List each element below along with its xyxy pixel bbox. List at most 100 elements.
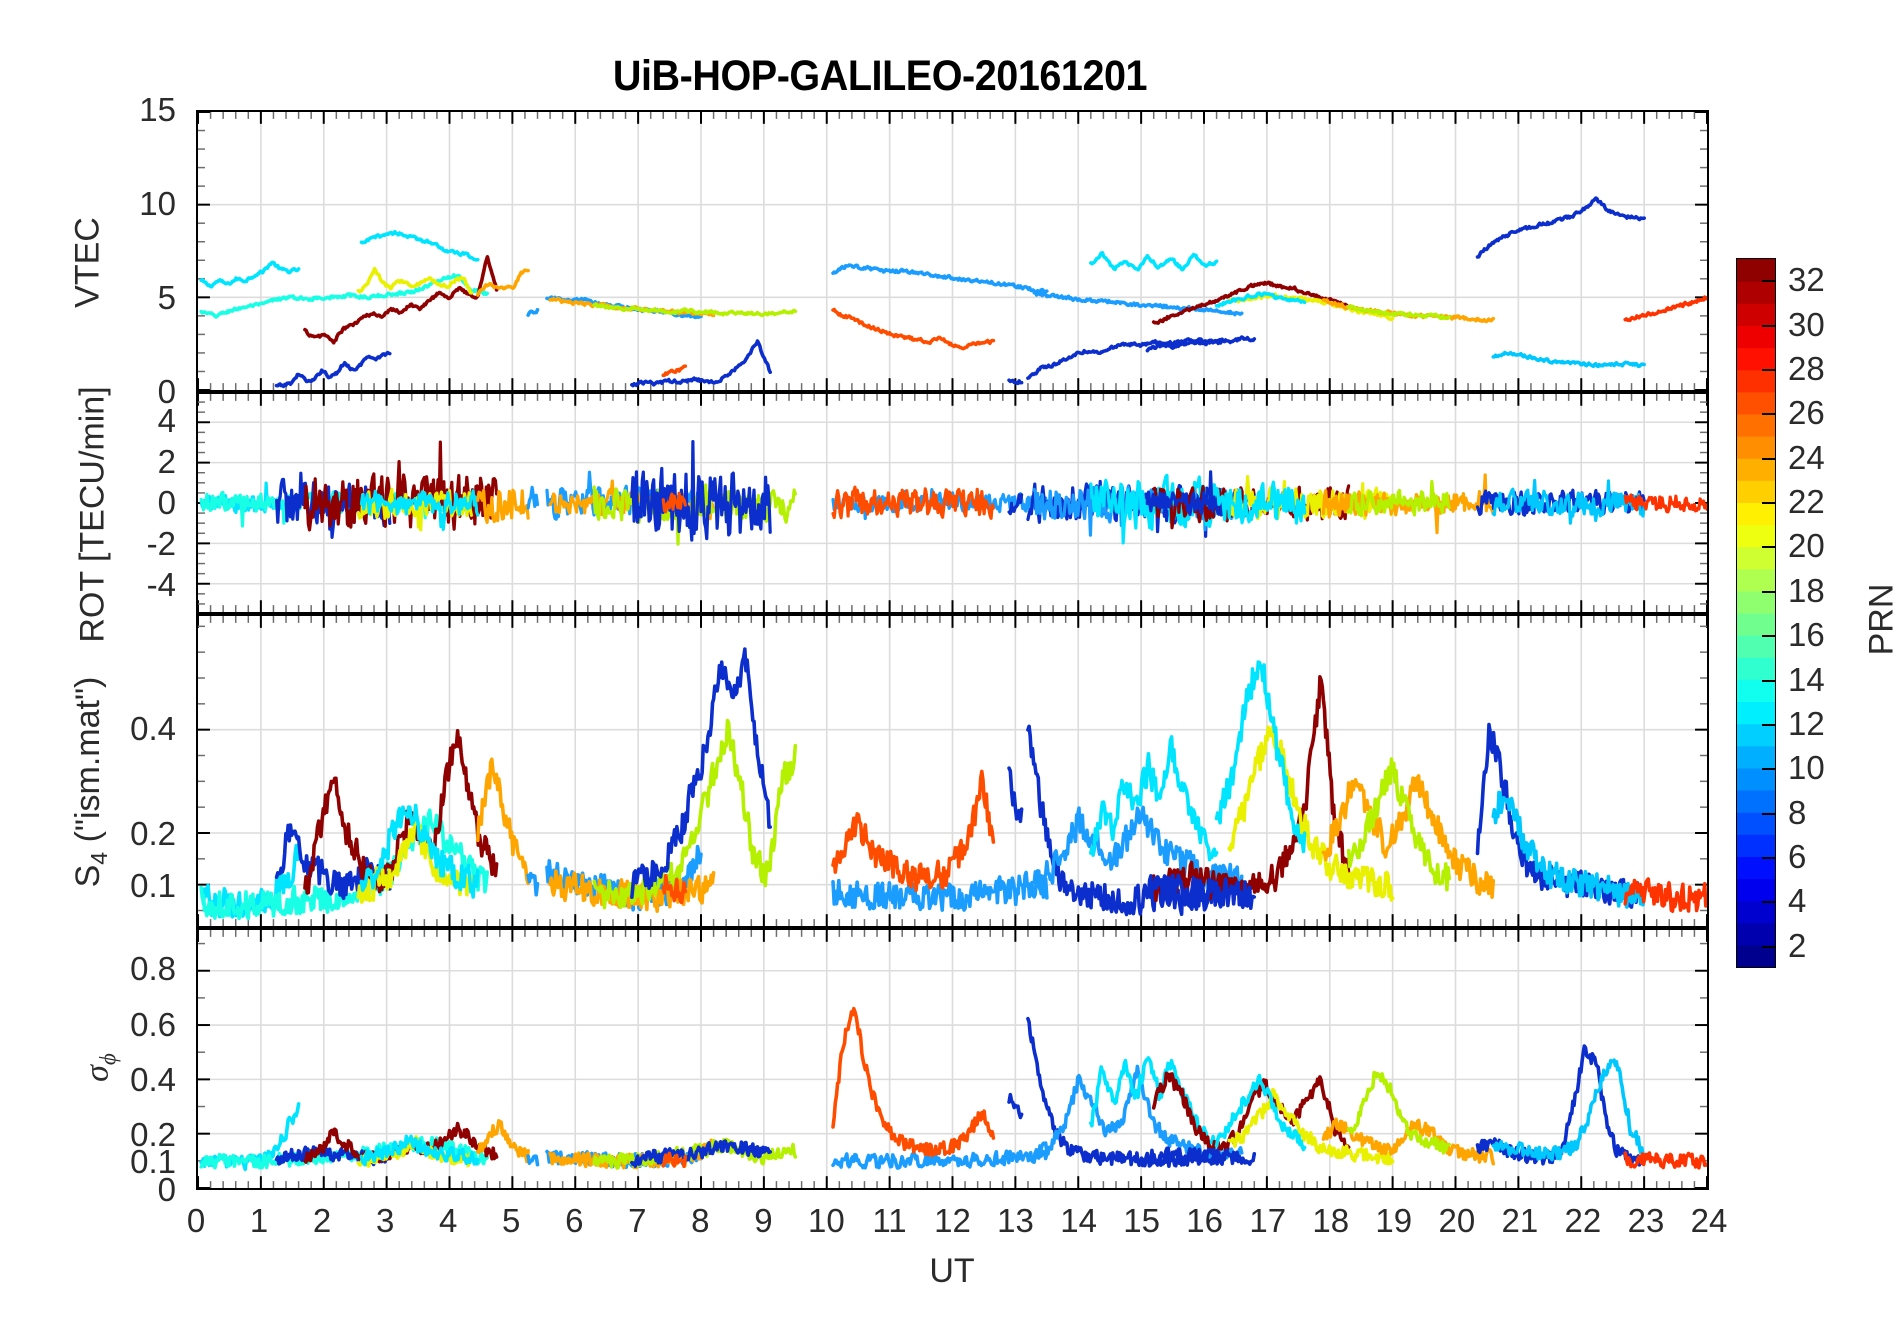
data-trace-prn-8 [831, 263, 1049, 294]
data-trace-prn-12 [1089, 1056, 1219, 1149]
colorbar-step [1737, 369, 1775, 393]
xtick-14: 14 [1060, 1202, 1097, 1239]
colorbar-step [1737, 436, 1775, 459]
colorbar-gradient[interactable] [1736, 258, 1776, 968]
s4-ytick-0p2: 0.2 [130, 814, 176, 852]
data-trace-prn-30 [303, 440, 499, 532]
data-trace-prn-27 [831, 1006, 996, 1158]
sigma_phi-ytick-0p4: 0.4 [130, 1060, 176, 1098]
colorbar-tick-8: 8 [1788, 793, 1807, 831]
data-trace-prn-12 [1214, 291, 1307, 308]
xtick-18: 18 [1312, 1202, 1350, 1239]
colorbar-tick-30: 30 [1788, 305, 1825, 343]
data-trace-prn-18 [1346, 304, 1451, 321]
colorbar-tick-mark [1762, 679, 1776, 682]
data-trace-prn-2 [1007, 493, 1024, 516]
data-trace-prn-10 [1491, 790, 1646, 909]
xtick-7: 7 [628, 1202, 647, 1239]
colorbar-step [1737, 856, 1775, 880]
xtick-12: 12 [934, 1202, 971, 1239]
colorbar-step [1737, 767, 1775, 791]
colorbar-tick-mark [1762, 502, 1776, 505]
data-trace-prn-10 [1491, 1058, 1646, 1162]
colorbar-title: PRN [1862, 583, 1901, 656]
data-trace-prn-2 [1007, 1092, 1024, 1120]
colorbar-step [1737, 613, 1775, 636]
panel-sigma-phi [196, 928, 1709, 1190]
colorbar-step [1737, 745, 1775, 769]
data-trace-prn-28 [1623, 295, 1707, 323]
data-trace-prn-20 [1227, 1087, 1395, 1166]
colorbar-step [1737, 546, 1775, 570]
rot-ytick-2: 2 [157, 442, 176, 480]
colorbar-tick-32: 32 [1788, 261, 1825, 299]
data-trace-prn-27 [661, 364, 688, 378]
data-trace-prn-2 [630, 1139, 772, 1169]
xtick-20: 20 [1438, 1202, 1476, 1239]
colorbar-tick-mark [1762, 546, 1776, 549]
colorbar-tick-2: 2 [1788, 926, 1807, 964]
rot-plot-area [198, 394, 1707, 612]
colorbar-tick-4: 4 [1788, 882, 1807, 920]
data-trace-prn-2 [630, 647, 772, 900]
xtick-23: 23 [1627, 1202, 1665, 1239]
colorbar-tick-14: 14 [1788, 660, 1825, 698]
xtick-13: 13 [997, 1202, 1034, 1239]
xtick-8: 8 [691, 1202, 710, 1239]
data-trace-prn-20 [356, 266, 474, 295]
data-trace-prn-2 [630, 339, 772, 388]
data-trace-prn-27 [831, 769, 996, 892]
colorbar-step [1737, 568, 1775, 592]
sigma_phi-ytick-0: 0 [157, 1171, 176, 1208]
xtick-17: 17 [1249, 1202, 1287, 1239]
data-trace-prn-12 [359, 803, 480, 899]
data-trace-prn-12 [199, 260, 301, 289]
colorbar-tick-mark [1762, 768, 1776, 771]
xtick-21: 21 [1501, 1202, 1539, 1239]
data-trace-prn-30 [1151, 280, 1351, 325]
colorbar-step [1737, 480, 1775, 503]
data-trace-prn-2 [1145, 335, 1257, 353]
data-trace-prn-27 [661, 873, 688, 905]
colorbar-tick-mark [1762, 413, 1776, 416]
colorbar-tick-mark [1762, 723, 1776, 726]
data-trace-prn-10 [1491, 350, 1646, 369]
colorbar-tick-28: 28 [1788, 349, 1825, 387]
vtec-ytick-10: 10 [139, 185, 176, 222]
colorbar[interactable] [1736, 258, 1776, 968]
data-trace-prn-8 [831, 869, 1049, 912]
colorbar-tick-12: 12 [1788, 704, 1825, 742]
s4-ytick-0p4: 0.4 [130, 710, 176, 748]
data-trace-prn-18 [1346, 757, 1451, 892]
data-trace-prn-24 [476, 488, 530, 525]
data-trace-prn-24 [475, 1119, 530, 1164]
colorbar-tick-mark [1762, 945, 1776, 948]
colorbar-step [1737, 502, 1775, 526]
colorbar-tick-20: 20 [1788, 527, 1825, 565]
data-trace-prn-2 [1145, 1146, 1257, 1166]
colorbar-step [1737, 524, 1775, 548]
data-trace-prn-20 [356, 813, 474, 904]
data-trace-prn-10 [1491, 478, 1646, 525]
data-trace-prn-2 [1007, 378, 1024, 386]
data-trace-prn-27 [831, 485, 995, 520]
colorbar-step [1737, 679, 1775, 703]
colorbar-tick-mark [1762, 901, 1776, 904]
data-trace-prn-30 [303, 255, 499, 345]
s4-plot-area [198, 616, 1707, 926]
colorbar-step [1737, 413, 1775, 437]
xtick-24: 24 [1690, 1202, 1728, 1239]
colorbar-step [1737, 458, 1775, 481]
xtick-15: 15 [1123, 1202, 1160, 1239]
colorbar-tick-16: 16 [1788, 616, 1825, 654]
data-trace-prn-28 [1623, 1151, 1707, 1170]
data-trace-prn-12 [1089, 735, 1219, 862]
colorbar-tick-6: 6 [1788, 838, 1807, 876]
colorbar-tick-mark [1762, 324, 1776, 327]
colorbar-step [1737, 635, 1775, 658]
colorbar-step [1737, 303, 1775, 326]
data-trace-prn-8 [526, 485, 540, 510]
xtick-16: 16 [1186, 1202, 1224, 1239]
sigma_phi-ytick-0p2: 0.2 [130, 1115, 176, 1153]
